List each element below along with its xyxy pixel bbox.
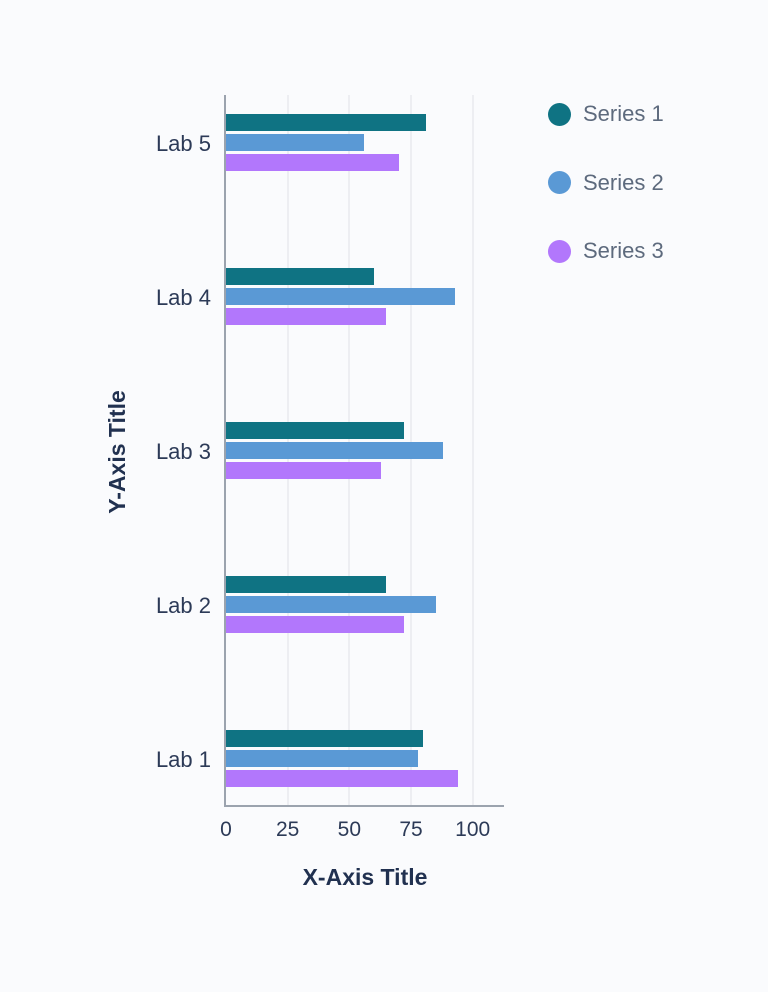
- legend-item-series-1[interactable]: Series 1: [548, 101, 664, 127]
- bar-series-2-lab-5: [226, 134, 365, 151]
- bar-series-1-lab-4: [226, 268, 375, 285]
- x-tick-label-25: 25: [275, 818, 300, 841]
- y-axis-title-text: Y-Axis Title: [104, 390, 130, 514]
- bar-series-2-lab-2: [226, 596, 436, 613]
- legend-label: Series 2: [583, 169, 664, 195]
- legend-marker-circle-icon: [548, 102, 571, 126]
- legend-label: Series 1: [583, 101, 664, 126]
- bar-series-3-lab-4: [226, 308, 387, 325]
- legend-item-series-2[interactable]: Series 2: [548, 170, 664, 196]
- bar-series-1-lab-5: [226, 114, 426, 131]
- legend-item-series-3[interactable]: Series 3: [548, 238, 664, 264]
- x-axis-title: X-Axis Title: [302, 864, 428, 890]
- bar-series-3-lab-1: [226, 770, 458, 787]
- gridline-x-100: [471, 95, 474, 805]
- x-tick-label-100: 100: [455, 818, 491, 841]
- x-tick-label-50: 50: [337, 818, 362, 841]
- bar-series-1-lab-1: [226, 730, 424, 747]
- bar-series-1-lab-3: [226, 422, 404, 439]
- bar-series-2-lab-3: [226, 442, 444, 459]
- bar-series-3-lab-3: [226, 462, 382, 479]
- bar-series-2-lab-4: [226, 288, 456, 305]
- category-label-lab-3: Lab 3: [155, 438, 211, 464]
- x-tick-label-75: 75: [399, 818, 423, 841]
- category-label-lab-2: Lab 2: [155, 592, 211, 618]
- category-label-lab-5: Lab 5: [155, 130, 211, 156]
- x-tick-label-0: 0: [220, 818, 232, 841]
- legend-marker-circle-icon: [548, 171, 571, 194]
- bar-series-1-lab-2: [226, 576, 387, 593]
- legend-label: Series 3: [583, 238, 664, 263]
- legend-marker-circle-icon: [548, 239, 571, 263]
- category-label-lab-4: Lab 4: [155, 284, 211, 310]
- bar-series-2-lab-1: [226, 750, 419, 767]
- plot-area: [224, 95, 504, 807]
- bar-series-3-lab-5: [226, 154, 399, 171]
- bar-series-3-lab-2: [226, 616, 404, 633]
- category-label-lab-1: Lab 1: [155, 746, 211, 772]
